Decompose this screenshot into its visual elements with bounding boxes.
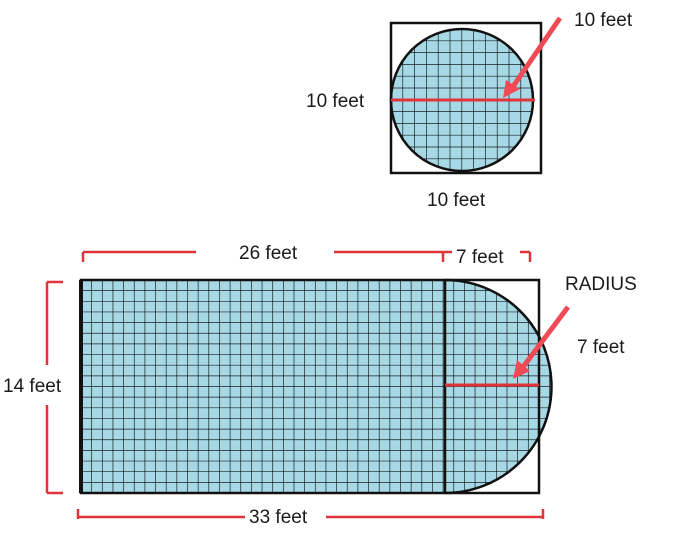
semicircle-radius-arrow	[521, 305, 570, 369]
label-7-feet-top: 7 feet	[456, 247, 504, 268]
dimension-14	[45, 280, 63, 495]
semicircle-radius-arrow-head	[513, 360, 530, 379]
label-14-feet: 14 feet	[3, 376, 62, 397]
bottom-figure: 26 feet 7 feet RADIUS 7 feet 14 feet 33 …	[3, 243, 637, 528]
top-diameter-label: 10 feet	[306, 91, 365, 112]
top-radius-label: 10 feet	[574, 10, 633, 31]
radius-arrow-head	[503, 80, 520, 98]
radius-arrow	[509, 16, 563, 90]
label-33-feet: 33 feet	[249, 507, 308, 528]
label-7-feet-radius: 7 feet	[577, 337, 625, 358]
top-bottom-label: 10 feet	[427, 190, 486, 211]
top-figure: 10 feet 10 feet 10 feet	[306, 10, 633, 211]
label-26-feet: 26 feet	[239, 243, 298, 264]
label-radius: RADIUS	[565, 274, 637, 295]
dimension-7	[443, 250, 532, 262]
dimension-26	[81, 250, 445, 262]
dimension-33	[76, 509, 545, 519]
semicircle-outline	[444, 278, 553, 495]
square-outline	[389, 21, 543, 175]
